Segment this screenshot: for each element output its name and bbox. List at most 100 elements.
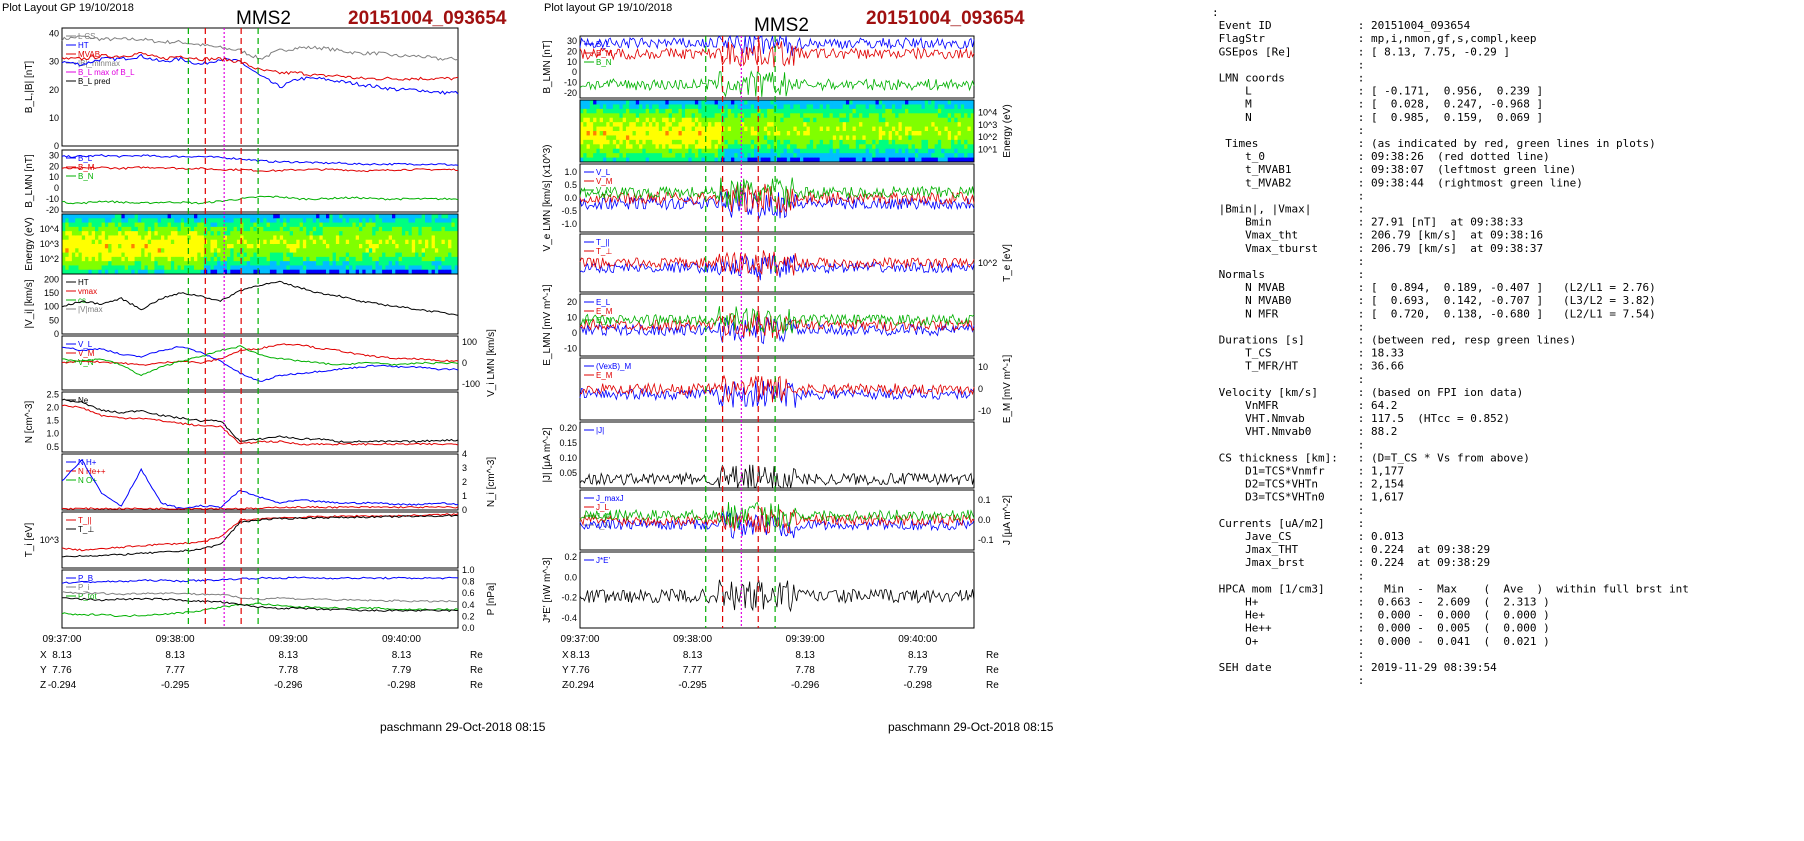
spectrogram-cell bbox=[790, 157, 794, 163]
spectrogram-cell bbox=[121, 248, 126, 254]
spectrogram-cell bbox=[609, 100, 614, 105]
spectrogram-cell bbox=[675, 153, 679, 159]
spectrogram-cell bbox=[411, 261, 416, 266]
spectrogram-cell bbox=[65, 269, 70, 275]
spectrogram-cell bbox=[365, 218, 370, 224]
spectrogram-cell bbox=[223, 252, 228, 258]
spectrogram-cell bbox=[194, 226, 198, 232]
spectrogram-cell bbox=[704, 148, 709, 154]
spectrogram-cell bbox=[263, 244, 268, 249]
spectrogram-cell bbox=[141, 218, 145, 224]
spectrogram-cell bbox=[786, 157, 791, 163]
spectrogram-cell bbox=[283, 222, 287, 228]
spectrogram-cell bbox=[111, 269, 116, 275]
y-tick-label: -100 bbox=[462, 379, 480, 389]
spectrogram-cell bbox=[187, 269, 192, 275]
spectrogram-cell bbox=[882, 126, 886, 132]
spectrogram-cell bbox=[796, 117, 801, 123]
spectrogram-cell bbox=[711, 139, 716, 145]
spectrogram-cell bbox=[658, 104, 663, 110]
spectrogram-cell bbox=[878, 104, 883, 110]
spectrogram-cell bbox=[754, 117, 758, 123]
spectrogram-cell bbox=[451, 256, 456, 262]
spectrogram-cell bbox=[708, 148, 712, 154]
spectrogram-cell bbox=[629, 126, 634, 132]
info-line: FlagStr : mp,i,nmon,gf,s,compl,keep bbox=[1212, 32, 1537, 45]
spectrogram-cell bbox=[144, 261, 149, 266]
spectrogram-cell bbox=[124, 265, 129, 271]
spectrogram-cell bbox=[855, 148, 860, 154]
spectrogram-cell bbox=[770, 144, 775, 150]
spectrogram-cell bbox=[662, 113, 666, 119]
spectrogram-cell bbox=[296, 269, 301, 275]
spectrogram-cell bbox=[401, 239, 406, 245]
spectrogram-cell bbox=[937, 144, 942, 150]
spectrogram-cell bbox=[901, 131, 906, 136]
spectrogram-cell bbox=[937, 131, 942, 136]
spectrogram-cell bbox=[335, 235, 340, 241]
spectrogram-cell bbox=[816, 157, 821, 163]
spectrogram-cell bbox=[803, 100, 808, 105]
panel-frame bbox=[61, 273, 459, 335]
event-info-text: : Event ID : 20151004_093654 FlagStr : m… bbox=[1212, 6, 1689, 687]
spectrogram-cell bbox=[454, 214, 459, 219]
spectrogram-cell bbox=[832, 100, 837, 105]
spectrogram-cell bbox=[118, 235, 122, 241]
spectrogram-cell bbox=[596, 148, 601, 154]
spectrogram-cell bbox=[845, 157, 850, 163]
spectrogram-cell bbox=[405, 252, 409, 258]
spectrogram-cell bbox=[895, 131, 899, 136]
spectrogram-cell bbox=[947, 122, 952, 128]
spectrogram-cell bbox=[911, 117, 916, 123]
spectrogram-cell bbox=[345, 248, 350, 254]
spectrogram-cell bbox=[177, 269, 182, 275]
spectrogram-cell bbox=[227, 265, 231, 271]
spectrogram-cell bbox=[865, 122, 870, 128]
spectrogram-cell bbox=[104, 248, 109, 254]
spectrogram-cell bbox=[635, 117, 640, 123]
spectrogram-cell bbox=[233, 244, 238, 249]
spectrogram-cell bbox=[108, 248, 112, 254]
spectrogram-cell bbox=[190, 222, 195, 228]
spectrogram-cell bbox=[144, 252, 149, 258]
spectrogram-cell bbox=[441, 265, 446, 271]
spectrogram-cell bbox=[875, 113, 880, 119]
y-tick-label: 50 bbox=[49, 315, 59, 325]
spectrogram-cell bbox=[875, 135, 880, 141]
spectrogram-cell bbox=[855, 144, 860, 150]
spectrogram-cell bbox=[95, 218, 99, 224]
spectrogram-cell bbox=[81, 226, 86, 232]
spectrogram-cell bbox=[276, 222, 281, 228]
spectrogram-cell bbox=[931, 144, 936, 150]
spectrogram-cell bbox=[655, 153, 660, 159]
spectrogram-cell bbox=[967, 117, 972, 123]
spectrogram-cell bbox=[704, 117, 709, 123]
spectrogram-cell bbox=[296, 248, 301, 254]
spectrogram-cell bbox=[891, 144, 896, 150]
spectrogram-cell bbox=[355, 269, 360, 275]
spectrogram-cell bbox=[832, 144, 837, 150]
spectrogram-cell bbox=[431, 226, 436, 232]
spectrogram-cell bbox=[359, 214, 363, 219]
spectrogram-cell bbox=[332, 252, 337, 258]
spectrogram-cell bbox=[724, 139, 729, 145]
spectrogram-cell bbox=[622, 117, 627, 123]
spectrogram-cell bbox=[151, 252, 155, 258]
spectrogram-cell bbox=[826, 157, 831, 163]
spectrogram-cell bbox=[78, 248, 83, 254]
spectrogram-cell bbox=[724, 131, 729, 136]
spectrogram-cell bbox=[302, 252, 307, 258]
spectrogram-cell bbox=[891, 148, 896, 154]
spectrogram-cell bbox=[941, 104, 945, 110]
position-value: -0.294 bbox=[48, 680, 77, 691]
spectrogram-cell bbox=[395, 256, 400, 262]
spectrogram-cell bbox=[283, 256, 287, 262]
spectrogram-cell bbox=[388, 248, 393, 254]
spectrogram-cell bbox=[658, 126, 663, 132]
spectrogram-cell bbox=[240, 214, 244, 219]
spectrogram-cell bbox=[349, 244, 353, 249]
spectrogram-cell bbox=[629, 104, 634, 110]
spectrogram-cell bbox=[124, 235, 129, 241]
spectrogram-cell bbox=[602, 157, 607, 163]
spectrogram-cell bbox=[875, 153, 880, 159]
